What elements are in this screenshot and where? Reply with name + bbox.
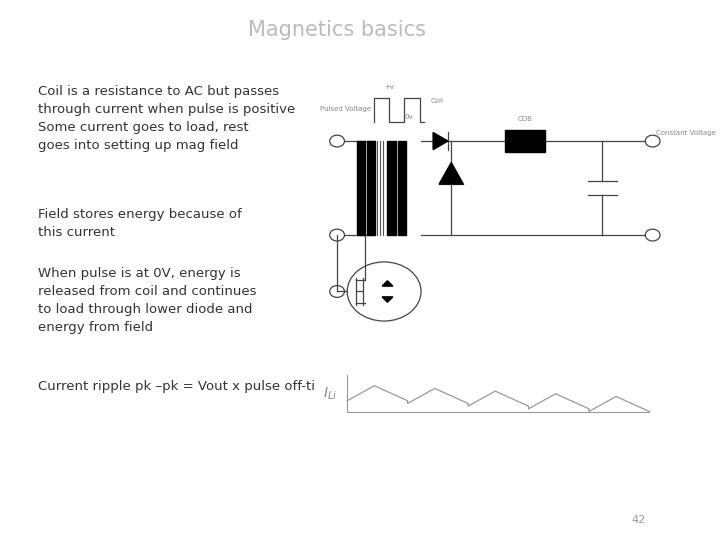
Bar	[367, 141, 375, 235]
Polygon shape	[439, 163, 464, 184]
Bar	[357, 141, 365, 235]
Text: When pulse is at 0V, energy is
released from coil and continues
to load through : When pulse is at 0V, energy is released …	[38, 267, 257, 334]
Text: COB: COB	[518, 116, 533, 122]
Text: $I_{Li}$: $I_{Li}$	[323, 386, 338, 402]
Text: Constant Voltage: Constant Voltage	[656, 130, 716, 136]
Text: Coil: Coil	[431, 98, 444, 104]
Text: 0v: 0v	[405, 113, 413, 119]
Text: Current ripple pk –pk = Vout x pulse off-ti: Current ripple pk –pk = Vout x pulse off…	[38, 380, 315, 393]
Text: Magnetics basics: Magnetics basics	[248, 20, 426, 40]
Polygon shape	[382, 281, 393, 286]
Text: Field stores energy because of
this current: Field stores energy because of this curr…	[38, 208, 242, 239]
Polygon shape	[382, 297, 393, 302]
Polygon shape	[433, 132, 448, 150]
Bar	[387, 141, 395, 235]
Text: +v: +v	[384, 84, 394, 90]
Bar	[397, 141, 405, 235]
Text: Pulsed Voltage: Pulsed Voltage	[320, 106, 371, 112]
Text: 42: 42	[631, 515, 646, 525]
Text: Coil is a resistance to AC but passes
through current when pulse is positive
Som: Coil is a resistance to AC but passes th…	[38, 85, 296, 152]
Bar	[505, 130, 545, 152]
